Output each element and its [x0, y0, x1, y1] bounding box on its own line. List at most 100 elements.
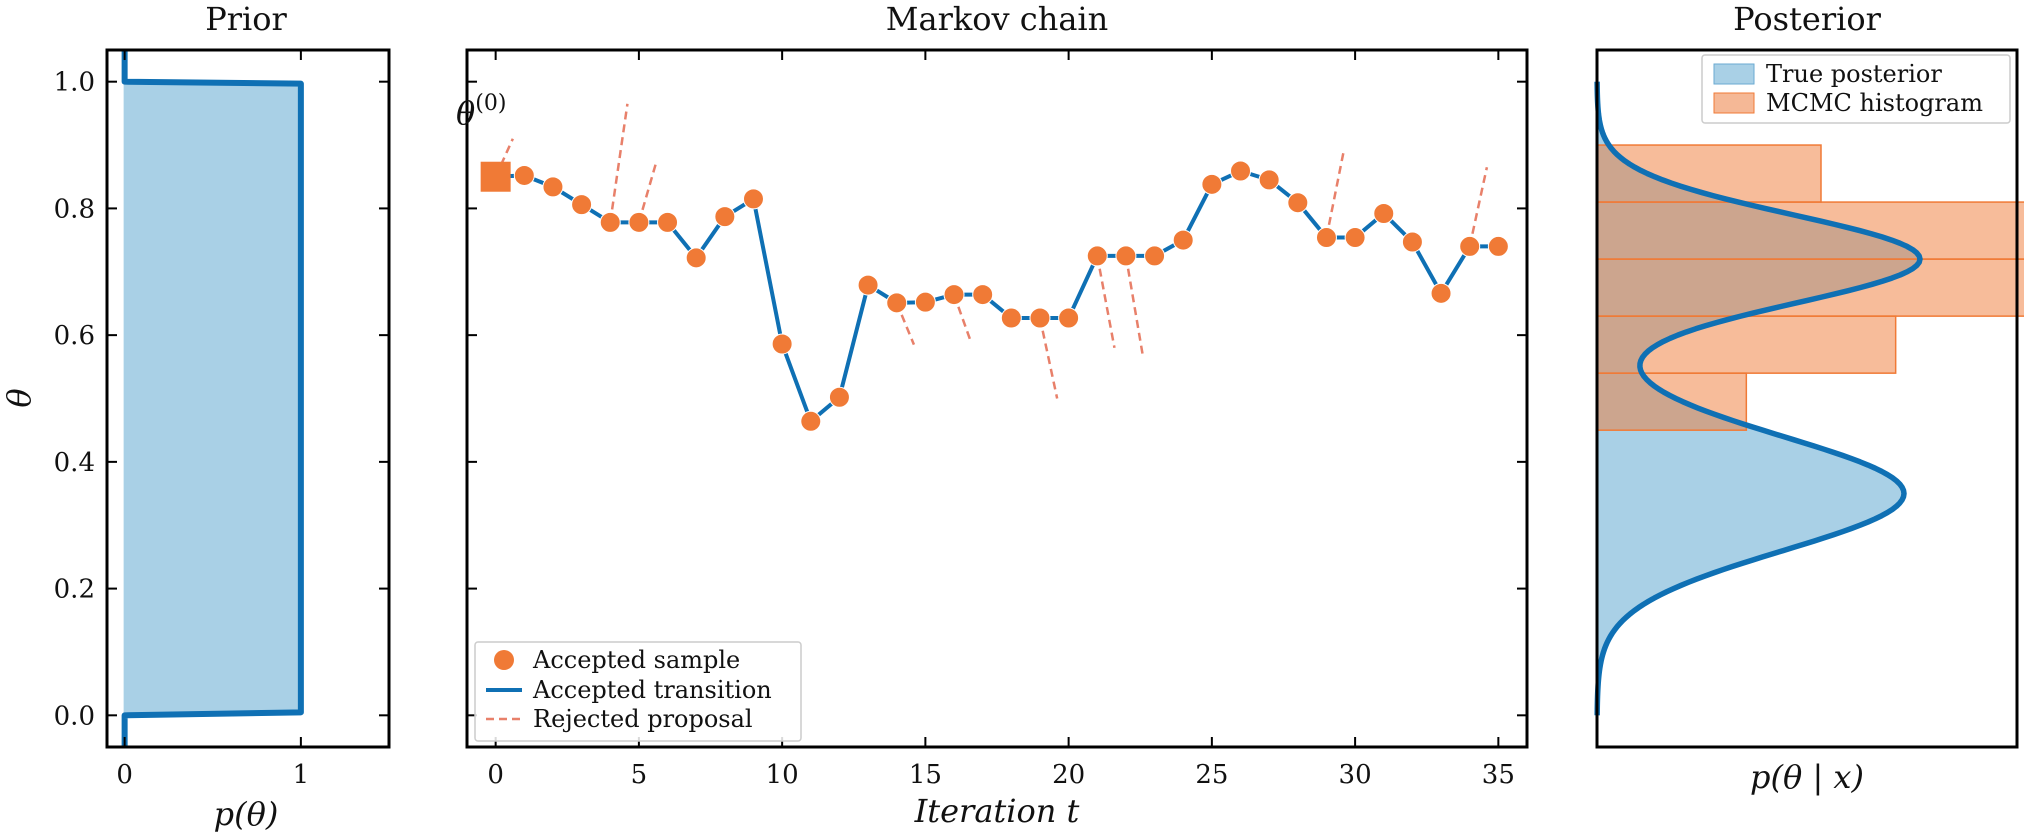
legend-true-posterior-swatch — [1713, 63, 1755, 85]
rejected-proposal — [1038, 317, 1059, 399]
accepted-transition-line — [495, 169, 1499, 424]
rejected-proposal — [637, 162, 658, 223]
prior-x-tick-label: 1 — [293, 760, 310, 790]
rejected-proposal — [1468, 166, 1489, 247]
chain-legend-box — [474, 641, 802, 742]
legend-accepted-sample-marker — [494, 650, 514, 670]
prior-y-tick-label: 0.0 — [54, 701, 95, 731]
accepted-sample-point — [972, 284, 994, 306]
chain-x-tick-label: 35 — [1482, 760, 1515, 790]
accepted-sample-point — [1058, 307, 1080, 329]
accepted-sample-point — [1172, 229, 1194, 251]
accepted-sample-point — [771, 333, 793, 355]
legend-mcmc-histogram-swatch — [1713, 92, 1755, 114]
posterior-density-line — [1594, 81, 1923, 716]
prior-x-tick-label: 0 — [116, 760, 133, 790]
rejected-proposal — [609, 103, 629, 223]
legend-true-posterior-label: True posterior — [1766, 60, 1942, 88]
chain-x-axis-label: Iteration t — [914, 792, 1080, 830]
accepted-sample-point — [914, 291, 936, 313]
prior-y-ticks: 0.0 0.2 0.4 0.6 0.8 1.0 — [54, 68, 389, 731]
chain-panel: Markov chain 0 5 10 15 20 25 30 35 Iteration t … — [456, 0, 1529, 830]
accepted-sample-point — [1029, 307, 1051, 329]
accepted-sample-point — [1000, 307, 1022, 329]
accepted-sample-point — [1287, 192, 1309, 214]
prior-title: Prior — [205, 0, 287, 38]
posterior-frame — [1595, 48, 2019, 749]
posterior-title: Posterior — [1733, 0, 1882, 38]
accepted-sample-point — [714, 206, 736, 228]
histogram-bar — [1596, 258, 2024, 317]
accepted-sample-point — [886, 292, 908, 314]
prior-density-line — [121, 50, 304, 747]
chain-x-tick-label: 10 — [766, 760, 799, 790]
accepted-sample-point — [571, 194, 593, 216]
chain-plot-area — [480, 103, 1509, 432]
chain-x-tick-label: 0 — [487, 760, 504, 790]
prior-x-axis-label: p(θ) — [214, 795, 279, 833]
chain-x-tick-label: 15 — [909, 760, 942, 790]
chain-y-ticks — [467, 80, 1527, 717]
legend-accepted-transition-label: Accepted transition — [532, 676, 772, 704]
chain-title: Markov chain — [886, 0, 1109, 38]
accepted-sample-point — [685, 247, 707, 269]
accepted-sample-point — [1086, 245, 1108, 267]
histogram-bar — [1596, 372, 1748, 431]
posterior-panel: Posterior p(θ | x) True posterior MCMC h… — [1594, 0, 2024, 796]
initial-theta-symbol: θ — [456, 94, 475, 132]
accepted-sample-point — [828, 386, 850, 408]
prior-y-tick-label: 1.0 — [54, 68, 95, 98]
chain-x-tick-label: 20 — [1052, 760, 1085, 790]
histogram-bar — [1596, 201, 2024, 260]
prior-plot-area — [121, 50, 304, 747]
prior-y-tick-label: 0.2 — [54, 575, 95, 605]
legend-rejected-proposal-label: Rejected proposal — [533, 705, 753, 733]
rejected-proposal — [1124, 255, 1145, 358]
initial-theta-label: θ(0) — [456, 91, 506, 132]
accepted-sample-point — [1401, 231, 1423, 253]
chain-x-tick-label: 25 — [1195, 760, 1228, 790]
legend-mcmc-histogram-label: MCMC histogram — [1766, 89, 1983, 117]
accepted-sample-point — [1258, 169, 1280, 191]
initial-theta-superscript: (0) — [475, 91, 506, 116]
accepted-sample-point — [1230, 160, 1252, 182]
initial-sample-marker — [480, 161, 511, 192]
accepted-sample-point — [1344, 227, 1366, 249]
accepted-sample-point — [857, 274, 879, 296]
accepted-sample-point — [943, 284, 965, 306]
accepted-sample-point — [1373, 202, 1395, 224]
accepted-sample-point — [1487, 235, 1509, 257]
prior-frame — [105, 48, 391, 749]
prior-density-fill — [124, 81, 301, 716]
accepted-sample-point — [628, 211, 650, 233]
accepted-sample-point — [1201, 173, 1223, 195]
prior-y-tick-label: 0.8 — [54, 194, 95, 224]
posterior-plot-area — [1594, 81, 2024, 716]
rejected-proposal — [1096, 255, 1116, 349]
accepted-sample-point — [657, 211, 679, 233]
chain-x-tick-label: 30 — [1339, 760, 1372, 790]
accepted-sample-point — [1459, 235, 1481, 257]
accepted-sample-point — [1315, 227, 1337, 249]
posterior-legend: True posterior MCMC histogram — [1701, 54, 2011, 124]
chain-frame — [465, 48, 1529, 749]
prior-y-axis-label: θ — [0, 388, 38, 407]
accepted-sample-point — [1115, 245, 1137, 267]
legend-accepted-sample-label: Accepted sample — [532, 646, 740, 674]
prior-y-tick-label: 0.4 — [54, 448, 95, 478]
accepted-sample-point — [1144, 245, 1166, 267]
accepted-sample-point — [742, 188, 764, 210]
rejected-proposal — [952, 294, 973, 344]
posterior-x-axis-label: p(θ | x) — [1750, 758, 1864, 796]
accepted-sample-point — [1430, 282, 1452, 304]
posterior-legend-box — [1701, 54, 2011, 124]
accepted-sample-point — [513, 164, 535, 186]
chain-x-tick-label: 5 — [631, 760, 648, 790]
rejected-proposal — [1325, 151, 1345, 238]
accepted-sample-point — [599, 211, 621, 233]
accepted-sample-point — [542, 176, 564, 198]
prior-y-tick-label: 0.6 — [54, 321, 95, 351]
